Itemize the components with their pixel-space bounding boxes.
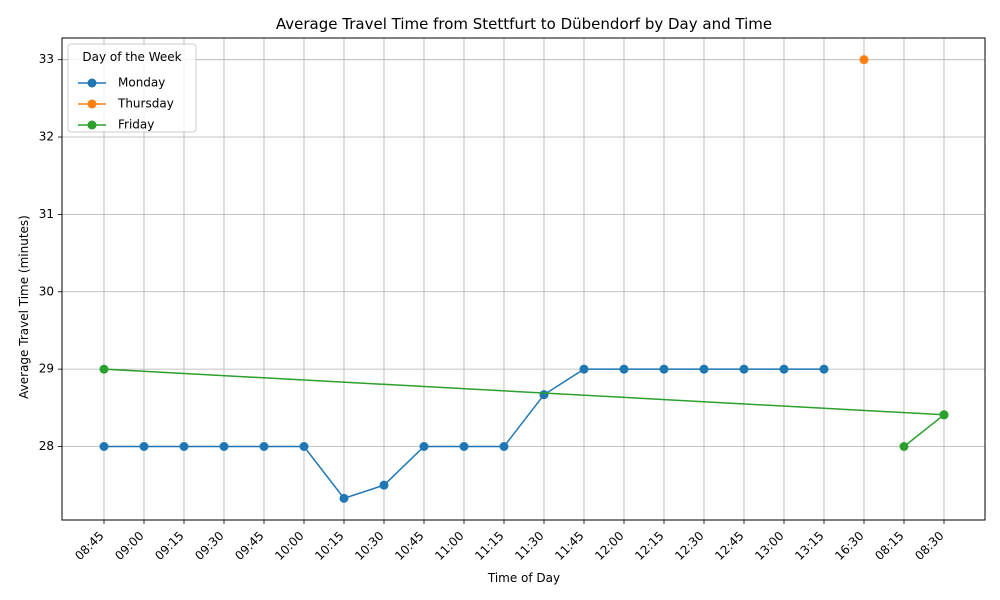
data-point xyxy=(819,364,829,374)
data-point xyxy=(659,364,669,374)
data-point xyxy=(339,493,349,503)
legend-label: Friday xyxy=(118,118,154,132)
data-point xyxy=(299,442,309,452)
legend: Day of the Week Monday Thursday Friday xyxy=(67,43,197,133)
data-point xyxy=(579,364,589,374)
series-monday xyxy=(99,364,829,503)
data-point xyxy=(459,442,469,452)
series-friday xyxy=(99,364,949,452)
series-line-friday xyxy=(103,368,947,448)
x-axis-label: Time of Day xyxy=(487,571,560,585)
y-tick-label: 30 xyxy=(39,284,54,298)
plot-frame xyxy=(61,37,986,521)
data-point xyxy=(939,410,949,420)
data-point xyxy=(859,55,869,65)
y-tick-label: 29 xyxy=(39,362,54,376)
chart-title: Average Travel Time from Stettfurt to Dü… xyxy=(276,15,772,33)
legend-item-thursday: Thursday xyxy=(78,97,174,111)
series-layer xyxy=(99,55,949,503)
data-point xyxy=(619,364,629,374)
y-axis-label: Average Travel Time (minutes) xyxy=(17,215,31,399)
y-tick-label: 31 xyxy=(39,207,54,221)
y-tick-label: 33 xyxy=(39,52,54,66)
data-point xyxy=(499,442,509,452)
y-tick-label: 32 xyxy=(39,130,54,144)
data-point xyxy=(179,442,189,452)
legend-item-friday: Friday xyxy=(78,118,154,132)
data-point xyxy=(259,442,269,452)
data-point xyxy=(539,390,549,400)
legend-box xyxy=(67,43,197,133)
data-point xyxy=(219,442,229,452)
data-point xyxy=(699,364,709,374)
legend-title: Day of the Week xyxy=(82,50,181,64)
series-thursday xyxy=(859,55,869,65)
data-point xyxy=(379,480,389,490)
legend-label: Monday xyxy=(118,76,165,90)
legend-swatch-marker xyxy=(87,99,97,109)
y-tick-label: 28 xyxy=(39,439,54,453)
legend-label: Thursday xyxy=(117,97,174,111)
data-point xyxy=(899,442,909,452)
data-point xyxy=(739,364,749,374)
legend-swatch-marker xyxy=(87,120,97,130)
legend-swatch-marker xyxy=(87,78,97,88)
data-point xyxy=(99,442,109,452)
data-point xyxy=(99,364,109,374)
legend-item-monday: Monday xyxy=(78,76,165,90)
data-point xyxy=(139,442,149,452)
data-point xyxy=(419,442,429,452)
data-point xyxy=(779,364,789,374)
